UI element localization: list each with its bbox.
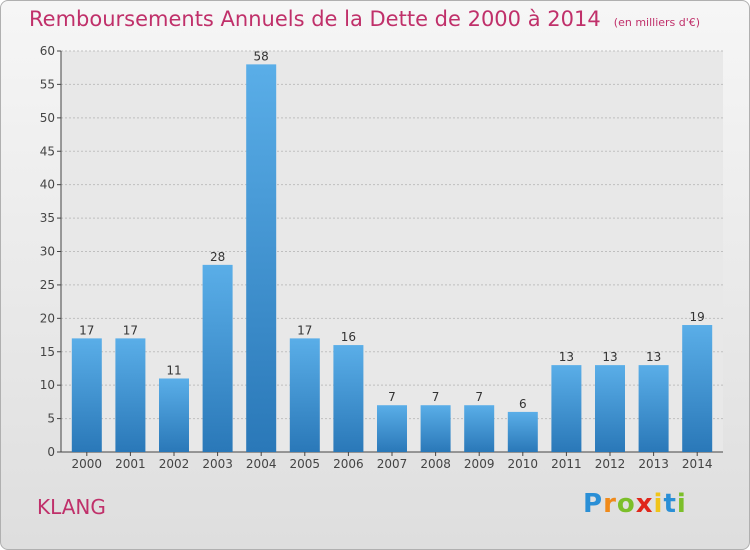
data-label: 19 — [690, 310, 705, 324]
y-tick-label: 20 — [40, 311, 55, 325]
logo-letter: r — [603, 489, 617, 519]
data-label: 58 — [254, 49, 269, 63]
y-tick-label: 60 — [40, 44, 55, 58]
y-tick-label: 55 — [40, 77, 55, 91]
x-tick-label: 2000 — [72, 457, 103, 471]
y-tick-label: 25 — [40, 278, 55, 292]
y-tick-label: 0 — [47, 445, 55, 459]
title-row: Remboursements Annuels de la Dette de 20… — [29, 7, 700, 31]
logo-letter: i — [676, 489, 687, 519]
bar — [551, 365, 582, 452]
data-label: 17 — [297, 323, 312, 337]
bar — [333, 345, 364, 452]
bar — [115, 338, 146, 452]
data-label: 13 — [646, 350, 661, 364]
commune-name: KLANG — [37, 495, 106, 519]
bar — [377, 405, 407, 452]
bar — [159, 378, 189, 452]
logo-letter: t — [663, 489, 677, 519]
chart-title: Remboursements Annuels de la Dette de 20… — [29, 7, 601, 31]
y-tick-label: 5 — [47, 412, 55, 426]
x-tick-label: 2001 — [115, 457, 146, 471]
data-label: 7 — [432, 390, 440, 404]
bar — [507, 411, 538, 452]
y-tick-label: 35 — [40, 211, 55, 225]
data-label: 7 — [388, 390, 396, 404]
logo-letter: P — [583, 489, 604, 519]
data-label: 28 — [210, 250, 225, 264]
x-tick-label: 2008 — [420, 457, 451, 471]
x-tick-label: 2004 — [246, 457, 277, 471]
logo-letter: o — [616, 489, 636, 519]
data-label: 11 — [166, 363, 181, 377]
x-tick-label: 2011 — [551, 457, 582, 471]
x-tick-label: 2013 — [638, 457, 669, 471]
bar — [289, 338, 320, 452]
bar — [246, 64, 277, 452]
bar — [464, 405, 495, 452]
data-label: 13 — [602, 350, 617, 364]
x-tick-label: 2014 — [682, 457, 713, 471]
bar — [682, 325, 713, 452]
x-tick-label: 2009 — [464, 457, 495, 471]
logo-letter: x — [635, 489, 654, 519]
chart-subtitle: (en milliers d'€) — [613, 16, 701, 29]
data-label: 6 — [519, 397, 527, 411]
x-tick-label: 2005 — [290, 457, 321, 471]
bar — [202, 264, 233, 452]
y-tick-label: 10 — [40, 378, 55, 392]
data-label: 7 — [475, 390, 483, 404]
bar — [638, 365, 669, 452]
data-label: 17 — [123, 323, 138, 337]
data-label: 13 — [559, 350, 574, 364]
x-tick-label: 2003 — [202, 457, 233, 471]
logo-letter: i — [653, 489, 664, 519]
bar — [595, 365, 625, 452]
y-tick-label: 30 — [40, 245, 55, 259]
proxiti-logo: Proxiti — [583, 489, 687, 519]
x-tick-label: 2002 — [159, 457, 190, 471]
y-tick-label: 40 — [40, 178, 55, 192]
data-label: 17 — [79, 323, 94, 337]
x-tick-label: 2010 — [508, 457, 539, 471]
bar — [71, 338, 102, 452]
data-label: 16 — [341, 330, 356, 344]
y-tick-label: 15 — [40, 345, 55, 359]
x-tick-label: 2007 — [377, 457, 408, 471]
y-tick-label: 45 — [40, 144, 55, 158]
bar — [420, 405, 451, 452]
x-tick-label: 2012 — [595, 457, 626, 471]
y-tick-label: 50 — [40, 111, 55, 125]
x-tick-label: 2006 — [333, 457, 364, 471]
